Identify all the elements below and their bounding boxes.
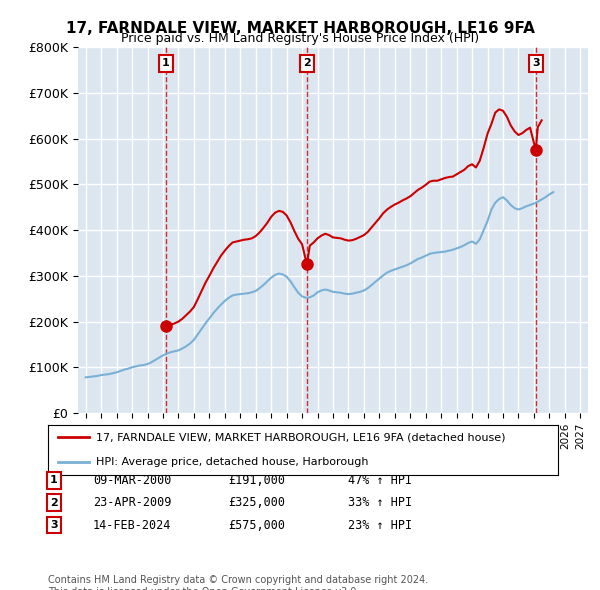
Text: 23% ↑ HPI: 23% ↑ HPI — [348, 519, 412, 532]
Text: 09-MAR-2000: 09-MAR-2000 — [93, 474, 172, 487]
Text: Price paid vs. HM Land Registry's House Price Index (HPI): Price paid vs. HM Land Registry's House … — [121, 32, 479, 45]
Text: £575,000: £575,000 — [228, 519, 285, 532]
Text: 33% ↑ HPI: 33% ↑ HPI — [348, 496, 412, 509]
Text: 17, FARNDALE VIEW, MARKET HARBOROUGH, LE16 9FA (detached house): 17, FARNDALE VIEW, MARKET HARBOROUGH, LE… — [97, 432, 506, 442]
Text: 2: 2 — [50, 498, 58, 507]
Text: 17, FARNDALE VIEW, MARKET HARBOROUGH, LE16 9FA: 17, FARNDALE VIEW, MARKET HARBOROUGH, LE… — [65, 21, 535, 35]
Text: HPI: Average price, detached house, Harborough: HPI: Average price, detached house, Harb… — [97, 457, 369, 467]
Text: 23-APR-2009: 23-APR-2009 — [93, 496, 172, 509]
Text: 1: 1 — [162, 58, 170, 68]
Text: Contains HM Land Registry data © Crown copyright and database right 2024.
This d: Contains HM Land Registry data © Crown c… — [48, 575, 428, 590]
Text: 47% ↑ HPI: 47% ↑ HPI — [348, 474, 412, 487]
Text: 2: 2 — [303, 58, 311, 68]
Text: £191,000: £191,000 — [228, 474, 285, 487]
Text: 14-FEB-2024: 14-FEB-2024 — [93, 519, 172, 532]
Text: 3: 3 — [532, 58, 539, 68]
Text: 3: 3 — [50, 520, 58, 530]
Text: £325,000: £325,000 — [228, 496, 285, 509]
Text: 1: 1 — [50, 476, 58, 485]
